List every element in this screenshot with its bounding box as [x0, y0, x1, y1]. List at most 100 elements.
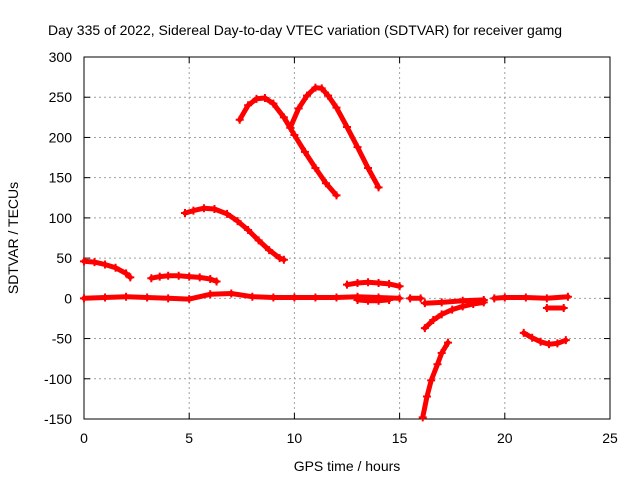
series-line-arc-8 — [422, 299, 487, 331]
data-point-arc-10 — [143, 293, 152, 302]
data-point-arc-2 — [206, 275, 215, 284]
data-point-arc-9 — [536, 337, 545, 346]
data-point-arc-1 — [80, 257, 88, 266]
data-point-arc-8 — [448, 305, 457, 314]
y-tick-label: 250 — [49, 89, 73, 105]
data-point-arc-4 — [235, 115, 244, 124]
data-point-arc-14 — [500, 293, 509, 302]
axis-ticks: 0 5 10 15 20 25 -150 -100 -50 0 50 100 150 200 250 300 — [44, 49, 618, 446]
data-point-arc-10 — [122, 292, 131, 301]
x-tick-label: 20 — [497, 430, 513, 446]
data-point-arc-7 — [437, 349, 446, 358]
y-axis-label: SDTVAR / TECUs — [5, 182, 21, 294]
data-point-arc-10 — [80, 294, 88, 303]
data-point-arc-14 — [542, 294, 551, 303]
data-point-arc-2 — [212, 277, 221, 286]
data-point-arc-5 — [353, 143, 362, 152]
y-tick-label: 300 — [49, 49, 73, 65]
data-point-arc-3 — [275, 254, 284, 263]
data-point-arc-15 — [542, 303, 551, 312]
data-point-arc-10 — [185, 295, 194, 304]
data-point-arc-10 — [269, 293, 278, 302]
data-point-arc-11 — [374, 296, 383, 305]
y-tick-label: 200 — [49, 129, 73, 145]
y-tick-label: -150 — [44, 411, 72, 427]
data-point-arc-8 — [429, 316, 438, 325]
data-point-arc-3 — [189, 206, 198, 215]
data-point-arc-5 — [324, 91, 333, 100]
data-point-arc-6 — [374, 279, 383, 288]
data-point-arc-6 — [353, 279, 362, 288]
data-point-arc-4 — [290, 131, 299, 140]
data-point-arc-6 — [343, 280, 351, 289]
data-point-arc-3 — [265, 246, 274, 255]
x-tick-label: 10 — [287, 430, 303, 446]
grid — [84, 57, 610, 419]
data-point-arc-4 — [252, 94, 261, 103]
data-point-arc-2 — [174, 271, 183, 280]
data-point-arc-6 — [395, 282, 404, 291]
data-point-arc-10 — [206, 290, 215, 299]
data-point-arc-3 — [199, 204, 208, 213]
data-point-arc-9 — [553, 339, 562, 348]
data-point-arc-4 — [269, 99, 278, 108]
data-point-arc-3 — [233, 217, 242, 226]
data-point-arc-5 — [343, 122, 351, 131]
data-point-arc-1 — [111, 263, 120, 272]
data-point-arc-2 — [155, 272, 164, 281]
x-axis-label: GPS time / hours — [294, 458, 401, 474]
data-point-arc-4 — [321, 179, 330, 188]
x-tick-label: 0 — [80, 430, 88, 446]
data-point-arc-10 — [311, 293, 320, 302]
data-point-arc-12 — [406, 294, 415, 303]
y-tick-label: 150 — [49, 170, 73, 186]
data-point-arc-8 — [437, 310, 446, 319]
data-point-arc-13 — [437, 298, 446, 307]
data-point-arc-2 — [164, 271, 173, 280]
data-point-arc-7 — [427, 376, 436, 385]
y-tick-label: -100 — [44, 371, 72, 387]
y-tick-label: 100 — [49, 210, 73, 226]
data-point-arc-1 — [122, 269, 131, 278]
data-point-arc-4 — [260, 94, 269, 103]
data-point-arc-14 — [521, 293, 530, 302]
data-point-arc-1 — [101, 260, 110, 269]
data-point-arc-2 — [185, 272, 194, 281]
data-point-arc-9 — [519, 328, 528, 337]
data-point-arc-2 — [195, 273, 204, 282]
data-point-arc-5 — [364, 164, 373, 173]
data-point-arc-7 — [443, 338, 452, 347]
x-tick-label: 25 — [602, 430, 618, 446]
x-tick-label: 5 — [185, 430, 193, 446]
chart-title: Day 335 of 2022, Sidereal Day-to-day VTE… — [48, 22, 562, 38]
data-point-arc-11 — [364, 296, 373, 305]
data-point-arc-1 — [90, 258, 99, 267]
series-line-arc-11 — [355, 297, 392, 304]
data-point-arc-7 — [433, 360, 442, 369]
data-point-arc-10 — [332, 293, 341, 302]
data-point-arc-9 — [561, 336, 570, 345]
data-point-arc-9 — [528, 333, 537, 342]
data-point-arc-3 — [254, 236, 263, 245]
data-point-arc-7 — [418, 413, 427, 422]
data-point-arc-13 — [458, 296, 467, 305]
data-point-arc-10 — [164, 294, 173, 303]
data-point-arc-2 — [147, 274, 156, 283]
y-tick-label: 50 — [56, 250, 72, 266]
data-point-arc-10 — [290, 293, 299, 302]
series-layer — [80, 83, 572, 422]
data-point-arc-5 — [374, 183, 383, 192]
data-point-arc-12 — [416, 294, 425, 303]
y-tick-label: 0 — [64, 290, 72, 306]
data-point-arc-5 — [317, 84, 326, 93]
data-point-arc-15 — [559, 303, 568, 312]
series-line-arc-4 — [237, 95, 339, 198]
y-tick-label: -50 — [52, 331, 72, 347]
data-point-arc-5 — [286, 123, 295, 132]
data-point-arc-6 — [364, 278, 373, 287]
data-point-arc-7 — [422, 392, 431, 401]
data-point-arc-4 — [279, 113, 288, 122]
data-point-arc-10 — [227, 289, 236, 298]
series-line-arc-13 — [422, 297, 487, 306]
data-point-arc-1 — [126, 273, 135, 282]
